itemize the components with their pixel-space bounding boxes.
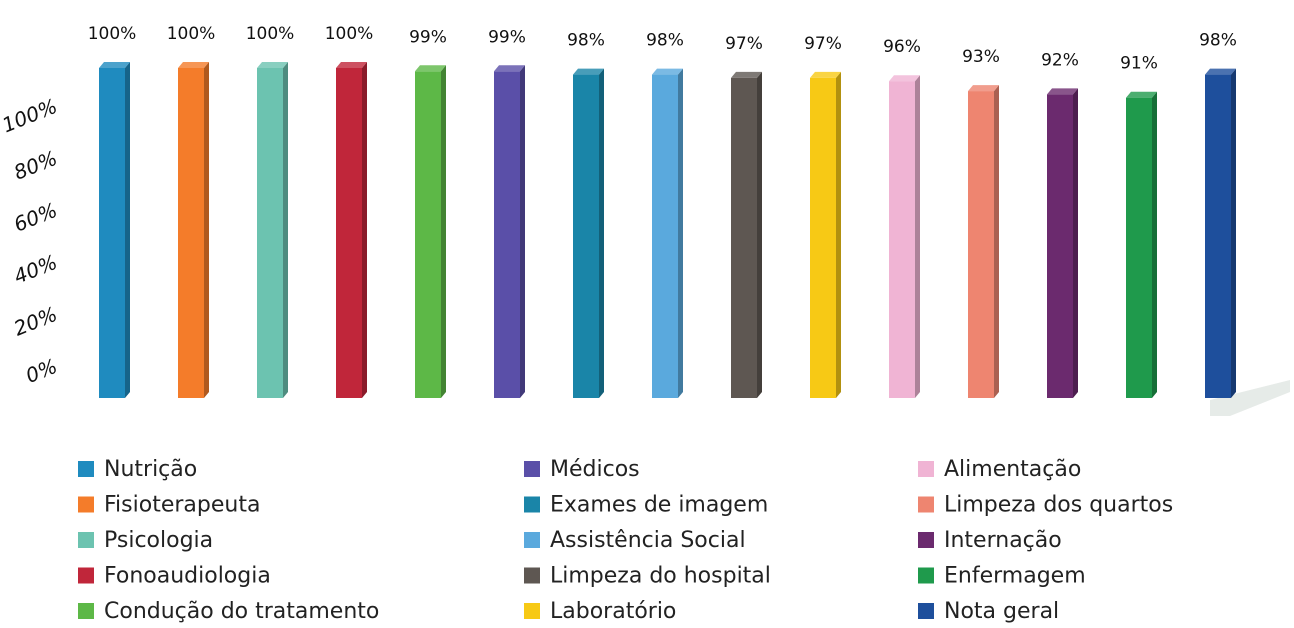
legend-label: Médicos (550, 457, 640, 482)
legend-label: Exames de imagem (550, 493, 768, 518)
bar (1047, 94, 1073, 399)
value-label: 92% (1041, 50, 1079, 70)
legend-label: Alimentação (944, 457, 1081, 482)
legend-swatch (918, 496, 934, 513)
bar-top (1126, 91, 1157, 98)
legend-label: Limpeza do hospital (550, 564, 771, 589)
bar (968, 91, 994, 398)
legend-label: Nutrição (104, 457, 197, 482)
bar-side (204, 62, 209, 398)
bar-side (678, 68, 683, 398)
legend-swatch (78, 603, 94, 619)
legend-label: Condução do tratamento (104, 599, 379, 624)
legend-swatch (524, 532, 540, 548)
legend-swatch (524, 461, 540, 477)
bar-side (441, 65, 446, 399)
value-label: 99% (409, 27, 447, 47)
bar-top (415, 65, 446, 72)
bar-side (1231, 68, 1236, 398)
bar-top (652, 68, 683, 75)
bar-top (99, 62, 130, 68)
bar-side (520, 65, 525, 399)
bar-top (810, 71, 841, 78)
bar (494, 71, 520, 399)
legend-label: Psicologia (104, 528, 213, 553)
legend-swatch (918, 603, 934, 619)
bar (336, 68, 362, 398)
value-label: 97% (725, 34, 763, 54)
bar (99, 68, 125, 398)
legend-label: Limpeza dos quartos (944, 493, 1173, 518)
bar (257, 68, 283, 398)
legend-label: Assistência Social (550, 528, 746, 553)
legend-label: Laboratório (550, 599, 676, 624)
bar-top (336, 62, 367, 68)
bar (1126, 97, 1152, 398)
value-label: 91% (1120, 54, 1158, 74)
bar (810, 77, 836, 399)
bar-top (889, 75, 920, 82)
bar-top (494, 65, 525, 72)
y-tick-label: 100% (0, 94, 61, 138)
legend-swatch (918, 532, 934, 548)
legend-swatch (918, 461, 934, 477)
bar-top (573, 68, 604, 75)
floor-shadow (1210, 380, 1290, 416)
bar-side (757, 71, 762, 399)
legend-swatch (918, 567, 934, 584)
bar-side (599, 68, 604, 398)
bar-side (994, 85, 999, 398)
value-label: 96% (883, 37, 921, 57)
legend-swatch (78, 567, 94, 584)
bar-side (125, 62, 130, 398)
value-label: 93% (962, 47, 1000, 67)
legend-label: Internação (944, 528, 1062, 553)
y-tick-label: 20% (10, 302, 60, 341)
y-tick-label: 0% (22, 354, 60, 388)
legend-swatch (78, 461, 94, 477)
bar-top (731, 71, 762, 78)
value-label: 97% (804, 34, 842, 54)
bar (889, 81, 915, 398)
bar (1205, 74, 1231, 398)
bar-side (283, 62, 288, 398)
bar (178, 68, 204, 398)
bar-top (257, 62, 288, 68)
value-label: 100% (246, 24, 295, 44)
value-label: 100% (325, 24, 374, 44)
legend-swatch (524, 567, 540, 584)
bar-side (1073, 88, 1078, 399)
bar-top (1047, 88, 1078, 95)
y-tick-label: 60% (10, 198, 60, 237)
bar (731, 77, 757, 399)
bar-side (836, 71, 841, 399)
legend-swatch (78, 532, 94, 548)
bar (652, 74, 678, 398)
y-tick-label: 40% (10, 250, 60, 289)
bar-top (178, 62, 209, 68)
legend-swatch (524, 496, 540, 513)
value-label: 99% (488, 27, 526, 47)
bar-top (968, 85, 999, 92)
bar (573, 74, 599, 398)
value-label: 100% (88, 24, 137, 44)
y-tick-label: 80% (10, 146, 60, 185)
value-label: 100% (167, 24, 216, 44)
legend-label: Fisioterapeuta (104, 493, 260, 518)
legend-label: Fonoaudiologia (104, 564, 271, 589)
legend-swatch (524, 603, 540, 619)
legend-swatch (78, 496, 94, 513)
value-label: 98% (567, 31, 605, 51)
bar-side (915, 75, 920, 398)
bar-side (1152, 91, 1157, 398)
bar-top (1205, 68, 1236, 75)
bar-side (362, 62, 367, 398)
legend-label: Enfermagem (944, 564, 1086, 589)
value-label: 98% (646, 31, 684, 51)
bar (415, 71, 441, 399)
value-label: 98% (1199, 31, 1237, 51)
legend-label: Nota geral (944, 599, 1059, 624)
